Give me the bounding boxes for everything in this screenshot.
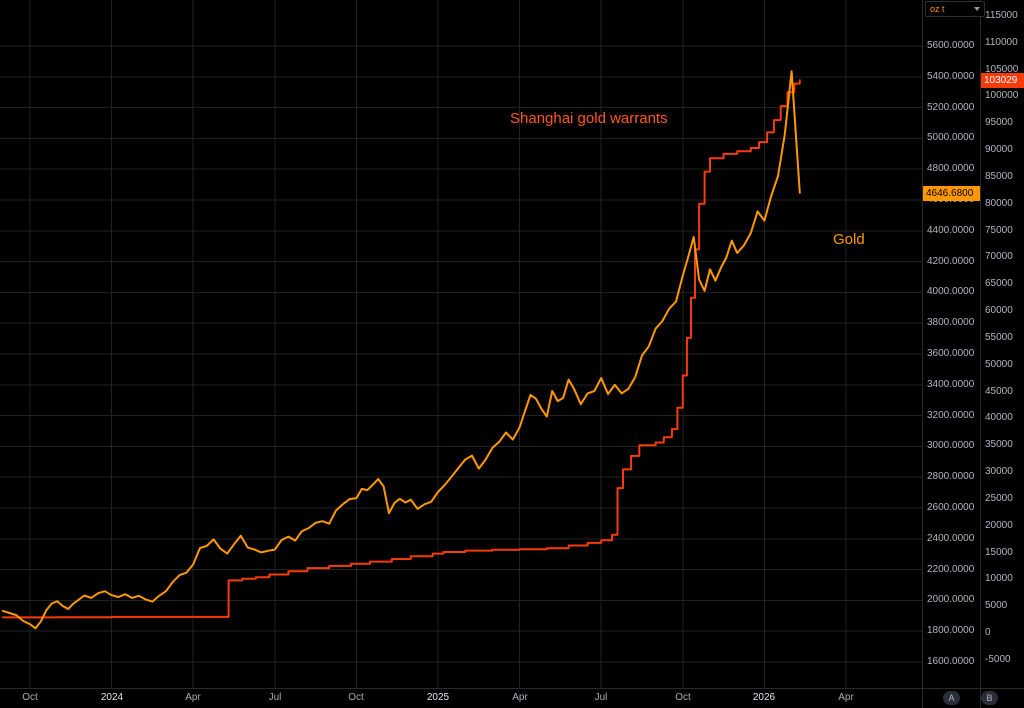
warrants-price-tick: 15000 [985, 547, 1013, 558]
warrants-price-tick: 30000 [985, 466, 1013, 477]
price-axis-gold[interactable]: oz t 5600.0000 5400.0000 5200.0000 5000.000… [923, 0, 985, 688]
warrants-price-tick: 45000 [985, 386, 1013, 397]
warrants-price-tick: 70000 [985, 251, 1013, 262]
chart-canvas [0, 0, 922, 688]
time-axis-label: Apr [185, 692, 201, 703]
price-axis-warrants[interactable]: 115000 110000 105000 100000 95000 90000 85000 8… [981, 0, 1024, 688]
chart-plot-area[interactable]: Shanghai gold warrants Gold [0, 0, 922, 688]
gold-price-tick: 1600.0000 [927, 656, 975, 667]
gold-price-tick: 4400.0000 [927, 225, 975, 236]
warrants-price-tick: 115000 [985, 10, 1018, 21]
time-axis-label: Oct [348, 692, 364, 703]
gold-price-tick: 5600.0000 [927, 40, 975, 51]
unit-selector[interactable]: oz t [925, 1, 985, 17]
warrants-price-tick: 100000 [985, 90, 1019, 101]
warrants-last-price-badge: 103029 [981, 73, 1024, 88]
gold-price-tick: 1800.0000 [927, 625, 975, 636]
gold-last-price-badge: 4646.6800 [923, 186, 980, 201]
time-axis-label: 2024 [100, 692, 124, 703]
gold-price-tick: 4200.0000 [927, 256, 975, 267]
warrants-price-tick: 0 [985, 627, 991, 638]
time-axis-label: Jul [594, 692, 608, 703]
time-axis-separator [0, 688, 1024, 689]
gold-price-tick: 3600.0000 [927, 348, 975, 359]
time-axis-label: Oct [22, 692, 38, 703]
time-axis-label: 2026 [752, 692, 776, 703]
warrants-price-tick: 55000 [985, 332, 1013, 343]
warrants-price-tick: 20000 [985, 520, 1013, 531]
warrants-price-tick: 10000 [985, 573, 1013, 584]
gold-price-tick: 2800.0000 [927, 471, 975, 482]
gold-price-tick: 3400.0000 [927, 379, 975, 390]
gold-price-tick: 3200.0000 [927, 410, 975, 421]
warrants-price-tick: 25000 [985, 493, 1013, 504]
warrants-price-tick: 65000 [985, 278, 1013, 289]
warrants-price-tick: 75000 [985, 225, 1013, 236]
time-axis-label: Apr [838, 692, 854, 703]
time-axis-label: Apr [512, 692, 528, 703]
chevron-down-icon [974, 7, 980, 11]
warrants-price-tick: 35000 [985, 439, 1013, 450]
unit-label: oz t [930, 4, 945, 14]
series-label-warrants[interactable]: Shanghai gold warrants [510, 110, 668, 127]
axis-setting-a-button[interactable]: A [943, 691, 960, 705]
gold-price-tick: 4800.0000 [927, 163, 975, 174]
gold-price-tick: 2000.0000 [927, 594, 975, 605]
axis-separator-left [922, 0, 923, 708]
gold-price-tick: 2400.0000 [927, 533, 975, 544]
time-axis-label: Jul [268, 692, 282, 703]
gold-price-tick: 5400.0000 [927, 71, 975, 82]
warrants-price-tick: 80000 [985, 198, 1013, 209]
warrants-price-tick: 40000 [985, 412, 1013, 423]
warrants-price-tick: 105000 [985, 64, 1019, 75]
warrants-price-tick: -5000 [985, 654, 1011, 665]
time-axis[interactable]: Oct 2024 Apr Jul Oct 2025 Apr Jul Oct 2026 Apr A B [0, 689, 1024, 708]
warrants-price-tick: 50000 [985, 359, 1013, 370]
warrants-price-tick: 95000 [985, 117, 1013, 128]
time-axis-label: 2025 [426, 692, 450, 703]
warrants-price-tick: 5000 [985, 600, 1008, 611]
axis-setting-b-button[interactable]: B [981, 691, 998, 705]
series-label-gold[interactable]: Gold [833, 231, 865, 248]
gold-price-tick: 4000.0000 [927, 286, 975, 297]
gold-price-tick: 3800.0000 [927, 317, 975, 328]
warrants-price-tick: 110000 [985, 37, 1018, 48]
gold-price-tick: 5200.0000 [927, 102, 975, 113]
gold-price-tick: 2200.0000 [927, 564, 975, 575]
warrants-price-tick: 85000 [985, 171, 1013, 182]
gold-price-tick: 5000.0000 [927, 132, 975, 143]
gold-price-tick: 3000.0000 [927, 440, 975, 451]
warrants-price-tick: 90000 [985, 144, 1013, 155]
gold-price-tick: 2600.0000 [927, 502, 975, 513]
axis-separator-right [980, 0, 981, 708]
warrants-price-tick: 60000 [985, 305, 1013, 316]
time-axis-label: Oct [675, 692, 691, 703]
